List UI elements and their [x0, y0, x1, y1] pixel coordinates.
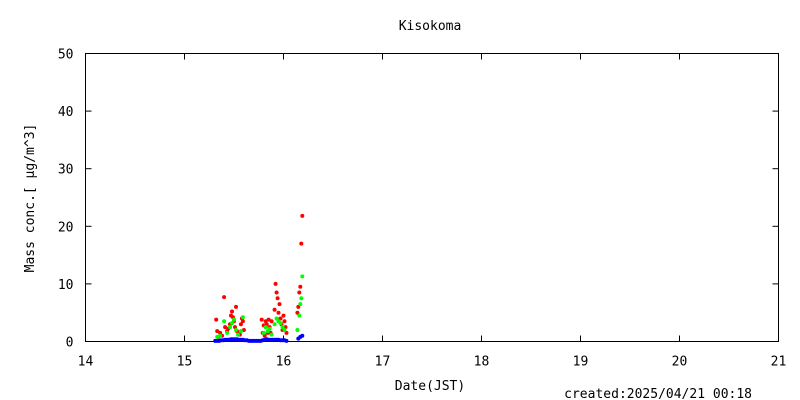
data-point-series-3 — [300, 333, 305, 338]
data-point-series-2 — [238, 329, 243, 334]
x-tick-label: 16 — [276, 355, 292, 370]
data-point-series-2 — [300, 274, 305, 279]
data-point-series-2 — [218, 333, 223, 338]
y-tick-label: 10 — [58, 278, 74, 293]
data-point-series-1 — [284, 330, 289, 335]
data-point-series-1 — [241, 328, 246, 332]
data-point-series-2 — [278, 321, 283, 326]
data-point-series-2 — [267, 326, 272, 331]
data-point-series-2 — [232, 317, 236, 322]
data-point-series-2 — [272, 322, 277, 327]
data-point-series-2 — [261, 330, 266, 335]
data-point-series-2 — [297, 313, 302, 318]
data-points — [213, 213, 305, 343]
data-point-series-2 — [228, 325, 232, 330]
data-point-series-1 — [297, 290, 302, 295]
data-point-series-1 — [274, 290, 279, 295]
y-tick-label: 0 — [66, 336, 74, 351]
data-point-series-1 — [269, 319, 274, 324]
y-axis: 0 10 20 30 40 50 — [58, 48, 779, 351]
data-point-series-1 — [295, 310, 300, 315]
data-point-series-1 — [275, 296, 280, 301]
data-point-series-1 — [259, 317, 264, 322]
data-point-series-3 — [284, 338, 289, 343]
data-point-series-2 — [240, 315, 245, 320]
data-point-series-1 — [223, 325, 228, 330]
data-point-series-1 — [278, 316, 283, 321]
data-point-series-2 — [236, 332, 240, 337]
x-tick-label: 15 — [177, 355, 193, 370]
data-point-series-1 — [281, 313, 286, 318]
x-tick-label: 18 — [474, 355, 490, 370]
data-point-series-1 — [276, 310, 281, 315]
data-point-series-2 — [295, 328, 300, 332]
data-point-series-2 — [280, 325, 285, 330]
data-point-series-2 — [274, 316, 279, 321]
data-point-series-2 — [263, 325, 268, 330]
data-point-series-2 — [222, 319, 227, 324]
y-tick-label: 30 — [58, 163, 74, 178]
y-tick-label: 20 — [58, 220, 74, 235]
data-point-series-1 — [299, 241, 304, 246]
x-tick-label: 14 — [78, 355, 94, 370]
chart-title: Kisokoma — [399, 19, 462, 34]
x-tick-label: 21 — [771, 355, 787, 370]
data-point-series-1 — [282, 319, 287, 324]
data-point-series-1 — [238, 322, 243, 327]
plot-frame — [85, 53, 779, 342]
x-tick-label: 20 — [672, 355, 688, 370]
data-point-series-2 — [225, 330, 230, 335]
y-tick-label: 40 — [58, 105, 74, 120]
data-point-series-2 — [282, 328, 287, 332]
data-point-series-1 — [298, 284, 303, 289]
data-point-series-1 — [234, 304, 238, 309]
y-tick-label: 50 — [58, 48, 74, 63]
x-tick-label: 19 — [573, 355, 589, 370]
data-point-series-1 — [266, 317, 271, 322]
data-point-series-1 — [240, 319, 245, 324]
data-point-series-2 — [298, 302, 303, 307]
data-point-series-2 — [269, 332, 274, 337]
data-point-series-2 — [299, 296, 304, 301]
data-point-series-1 — [273, 281, 278, 286]
data-point-series-1 — [296, 304, 301, 309]
y-axis-label: Mass conc.[ μg/m^3] — [23, 124, 38, 273]
data-point-series-1 — [215, 329, 220, 334]
data-point-series-1 — [277, 302, 282, 307]
x-axis: 14 15 16 17 18 19 20 21 — [78, 53, 787, 370]
data-point-series-1 — [272, 307, 277, 312]
data-point-series-1 — [218, 330, 223, 335]
x-axis-label: Date(JST) — [395, 379, 465, 394]
data-point-series-2 — [230, 321, 234, 326]
data-point-series-1 — [214, 317, 219, 322]
data-point-series-2 — [234, 328, 238, 332]
x-tick-label: 17 — [375, 355, 391, 370]
data-point-series-1 — [230, 309, 234, 314]
data-point-series-1 — [300, 213, 305, 218]
data-point-series-1 — [222, 295, 227, 300]
created-timestamp: created:2025/04/21 00:18 — [564, 387, 752, 400]
